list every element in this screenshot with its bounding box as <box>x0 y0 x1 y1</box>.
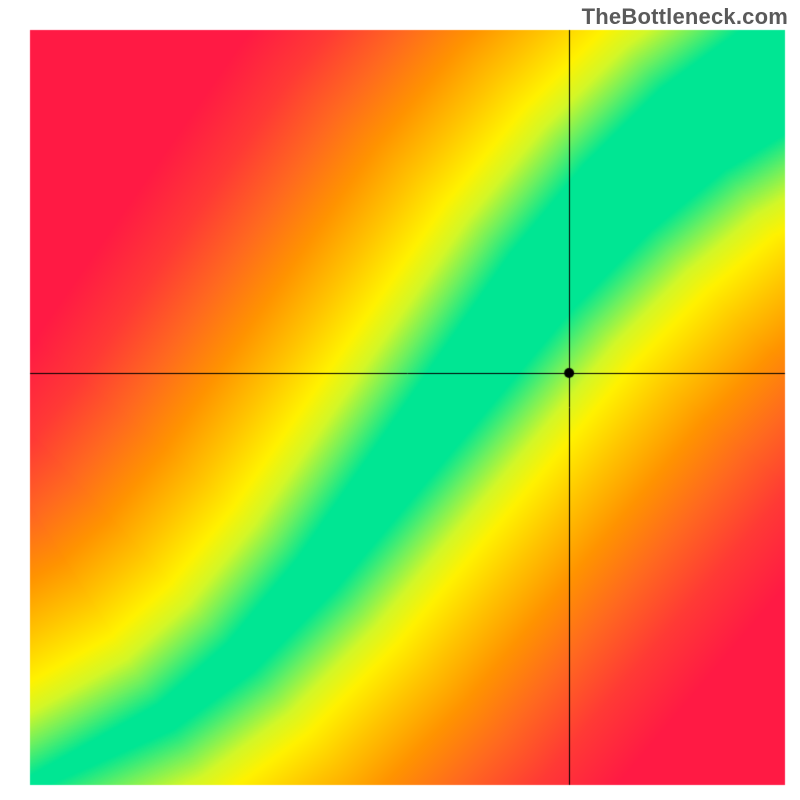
watermark-text: TheBottleneck.com <box>582 4 788 30</box>
chart-container: TheBottleneck.com <box>0 0 800 800</box>
heatmap-canvas <box>0 0 800 800</box>
